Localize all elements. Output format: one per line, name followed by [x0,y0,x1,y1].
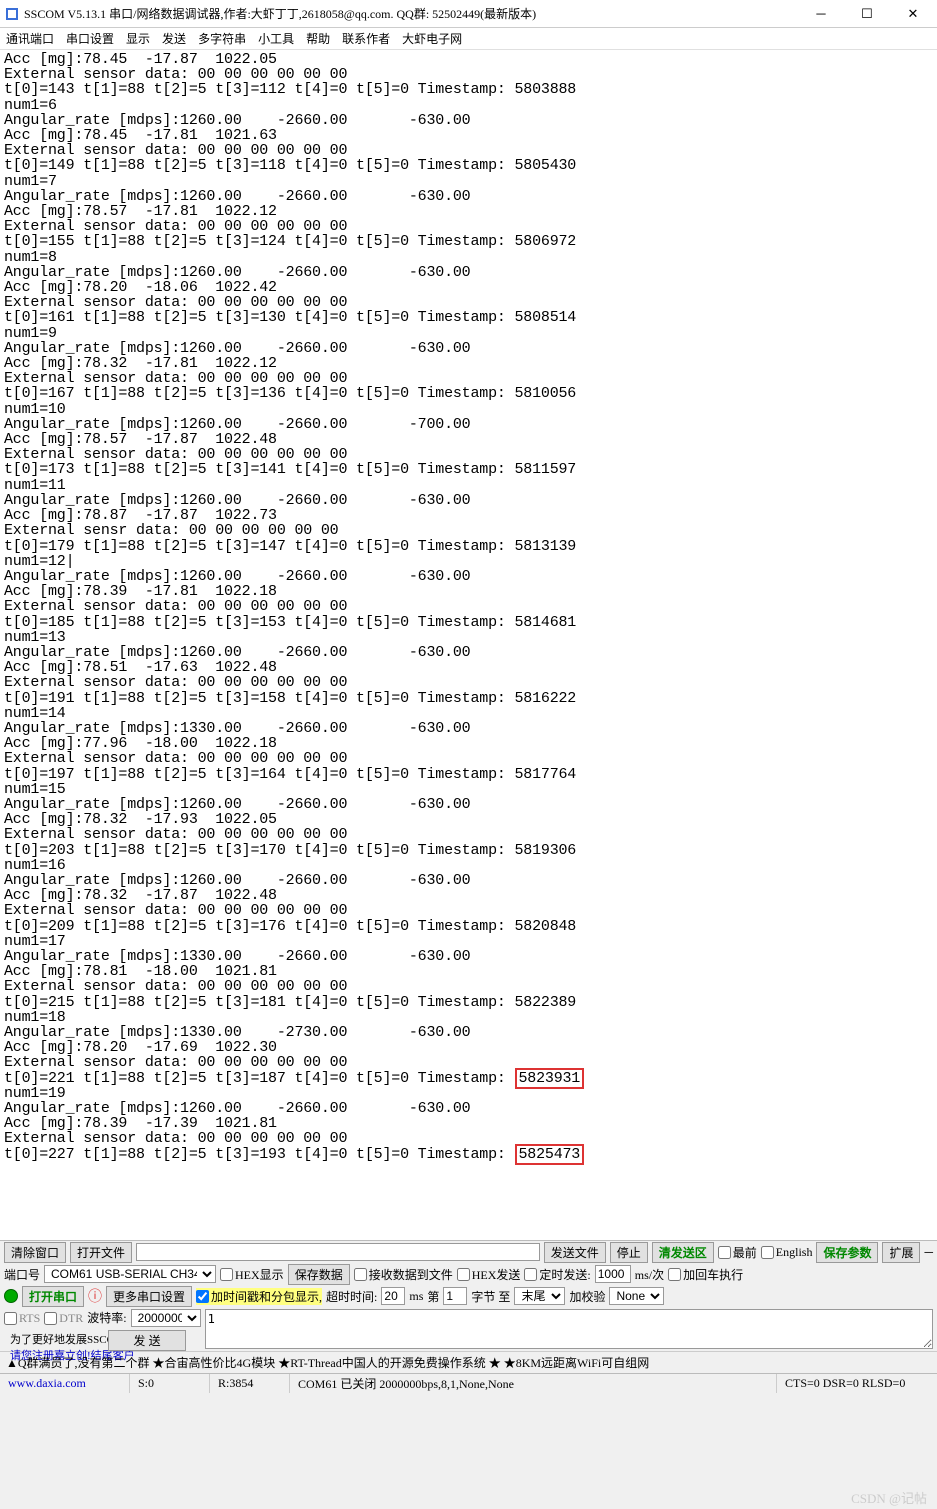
menu-port[interactable]: 通讯端口 [6,30,54,47]
menu-multistring[interactable]: 多字符串 [198,30,246,47]
bytes-to-label: 字节 至 [471,1288,510,1305]
send-input[interactable]: 1 [205,1309,933,1349]
rts-checkbox[interactable]: RTS [4,1309,40,1327]
watermark: CSDN @记帖 [851,1488,927,1507]
terminal-output[interactable]: Acc [mg]:78.45 -17.87 1022.05 External s… [0,50,937,1240]
port-label: 端口号 [4,1266,40,1283]
status-r: R:3854 [210,1374,290,1393]
highlight-timestamp-2: 5825473 [515,1144,585,1165]
open-file-button[interactable]: 打开文件 [70,1242,132,1263]
save-params-button[interactable]: 保存参数 [816,1242,878,1263]
english-checkbox[interactable]: English [761,1245,813,1260]
promo-line[interactable]: ▲Q群满员了,没有第二个群 ★合宙高性价比4G模块 ★RT-Thread中国人的… [0,1351,937,1373]
minimize-button[interactable]: ─ [809,4,833,24]
send-button[interactable]: 发 送 [108,1330,186,1351]
window-title: SSCOM V5.13.1 串口/网络数据调试器,作者:大虾丁丁,2618058… [24,5,809,22]
port-led-icon [4,1289,18,1303]
menu-help[interactable]: 帮助 [306,30,330,47]
timed-send-value[interactable] [595,1265,631,1283]
nth-label: 第 [427,1288,439,1305]
bottom-panel: 清除窗口 打开文件 发送文件 停止 清发送区 最前 English 保存参数 扩… [0,1240,937,1393]
more-settings-icon: ⓘ [88,1286,102,1306]
timeout-label: 超时时间: [326,1288,377,1305]
timed-send-checkbox[interactable]: 定时发送: [524,1266,590,1283]
nth-value[interactable] [443,1287,467,1305]
topmost-checkbox[interactable]: 最前 [718,1244,757,1261]
port-select[interactable]: COM61 USB-SERIAL CH340 [44,1265,216,1283]
statusbar: www.daxia.com S:0 R:3854 COM61 已关闭 20000… [0,1373,937,1393]
menubar: 通讯端口 串口设置 显示 发送 多字符串 小工具 帮助 联系作者 大虾电子网 [0,28,937,50]
menu-display[interactable]: 显示 [126,30,150,47]
menu-send[interactable]: 发送 [162,30,186,47]
hex-send-checkbox[interactable]: HEX发送 [457,1266,521,1283]
terminal-line-hl1-pre: t[0]=221 t[1]=88 t[2]=5 t[3]=187 t[4]=0 … [4,1070,515,1087]
terminal-text-1: Acc [mg]:78.45 -17.87 1022.05 External s… [4,51,576,1071]
titlebar: SSCOM V5.13.1 串口/网络数据调试器,作者:大虾丁丁,2618058… [0,0,937,28]
baud-select[interactable]: 2000000 [131,1309,201,1327]
terminal-text-2: num1=19 Angular_rate [mdps]:1260.00 -266… [4,1085,470,1148]
menu-tools[interactable]: 小工具 [258,30,294,47]
status-s: S:0 [130,1374,210,1393]
app-icon [4,6,20,22]
timeout-value[interactable] [381,1287,405,1305]
highlight-timestamp-1: 5823931 [515,1068,585,1089]
terminal-line-hl2-pre: t[0]=227 t[1]=88 t[2]=5 t[3]=193 t[4]=0 … [4,1146,515,1163]
menu-daxia[interactable]: 大虾电子网 [402,30,462,47]
dtr-checkbox[interactable]: DTR [44,1309,83,1327]
add-check-label: 加校验 [569,1288,605,1305]
send-file-button[interactable]: 发送文件 [544,1242,606,1263]
close-button[interactable]: ✕ [901,4,925,24]
more-port-settings-button[interactable]: 更多串口设置 [106,1286,192,1307]
add-cr-checkbox[interactable]: 加回车执行 [668,1266,743,1283]
timeout-unit: ms [409,1289,423,1304]
menu-contact[interactable]: 联系作者 [342,30,390,47]
status-url[interactable]: www.daxia.com [8,1376,86,1391]
menu-serial-settings[interactable]: 串口设置 [66,30,114,47]
clear-window-button[interactable]: 清除窗口 [4,1242,66,1263]
save-data-button[interactable]: 保存数据 [288,1264,350,1285]
timed-send-unit: ms/次 [635,1266,664,1283]
hide-icon[interactable]: ─ [924,1245,933,1260]
recv-to-file-checkbox[interactable]: 接收数据到文件 [354,1266,453,1283]
add-timestamp-checkbox[interactable]: 加时间戳和分包显示, [196,1288,322,1305]
end-select[interactable]: 末尾 [514,1287,565,1305]
open-port-button[interactable]: 打开串口 [22,1286,84,1307]
file-path-input[interactable] [136,1243,540,1261]
status-com: COM61 已关闭 2000000bps,8,1,None,None [290,1374,777,1393]
status-cts: CTS=0 DSR=0 RLSD=0 [777,1374,937,1393]
hex-display-checkbox[interactable]: HEX显示 [220,1266,284,1283]
baud-label: 波特率: [87,1309,126,1327]
maximize-button[interactable]: ☐ [855,4,879,24]
expand-button[interactable]: 扩展 [882,1242,920,1263]
clear-send-area-button[interactable]: 清发送区 [652,1242,714,1263]
check-select[interactable]: None [609,1287,664,1305]
stop-button[interactable]: 停止 [610,1242,648,1263]
